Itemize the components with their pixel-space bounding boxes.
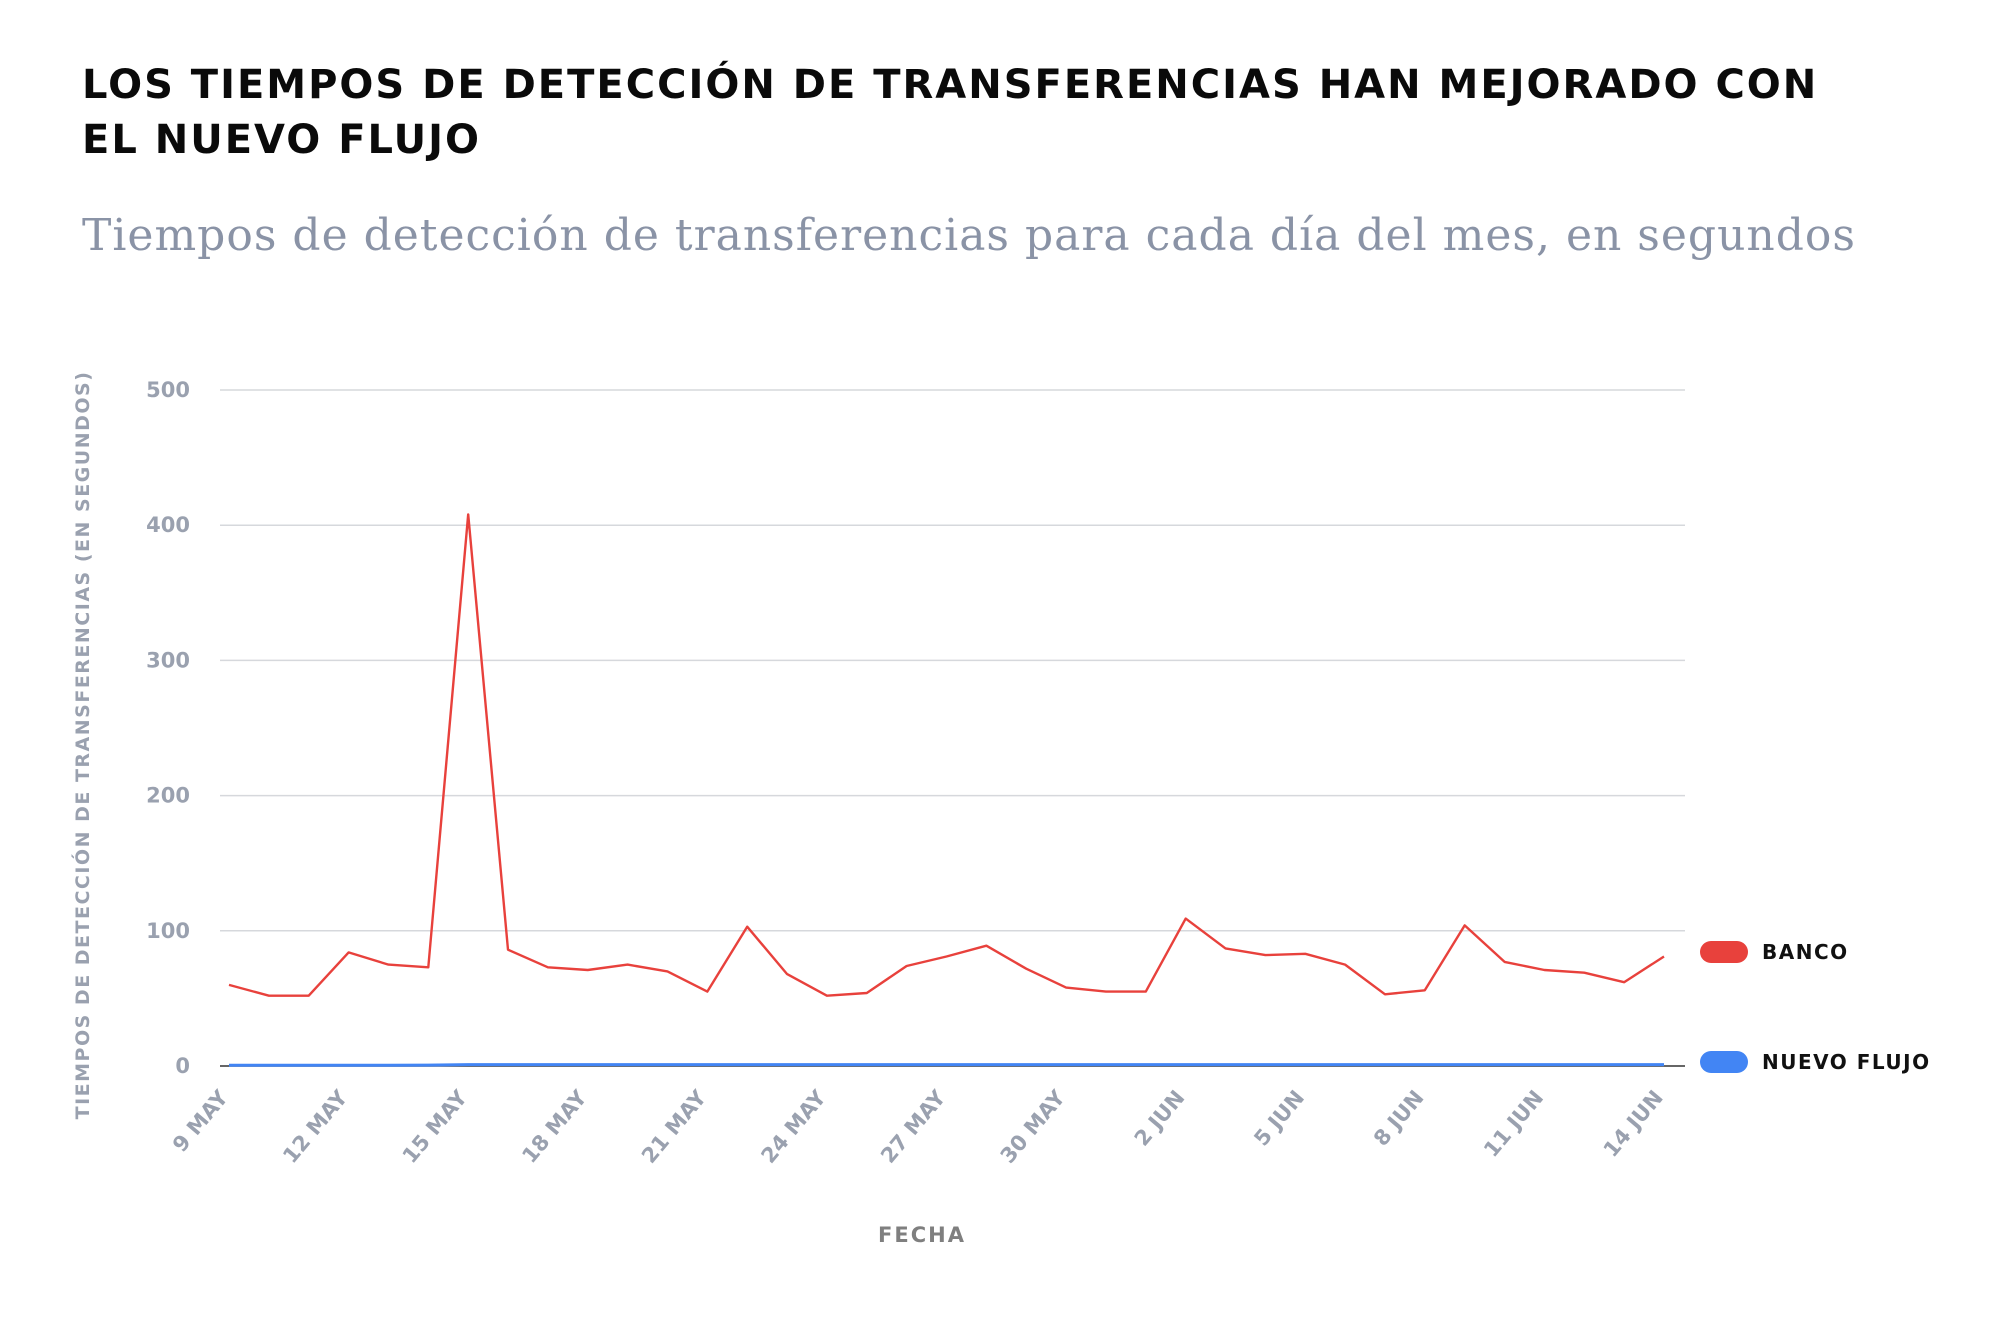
x-tick-label: 5 JUN [1249,1086,1309,1151]
x-tick-label: 15 MAY [398,1085,473,1168]
series-line-nuevo-flujo [229,1063,1664,1067]
x-tick-label: 12 MAY [278,1085,353,1168]
y-axis-title: TIEMPOS DE DETECCIÓN DE TRANSFERENCIAS (… [70,371,94,1120]
series-line-banco [228,513,1665,997]
x-tick-label: 21 MAY [637,1085,712,1168]
y-tick-label: 200 [146,784,190,808]
x-tick-label: 30 MAY [996,1085,1071,1168]
legend-label: NUEVO FLUJO [1762,1050,1931,1074]
y-tick-label: 300 [146,648,190,672]
x-tick-label: 9 MAY [168,1085,233,1156]
x-tick-label: 8 JUN [1369,1086,1429,1151]
legend-swatch [1700,941,1748,963]
x-tick-label: 11 JUN [1479,1086,1548,1162]
x-axis-ticks: 9 MAY 12 MAY 15 MAY 18 MAY 21 MAY 24 MAY 27 MA… [168,1085,1668,1168]
x-tick-label: 2 JUN [1130,1086,1190,1151]
legend-label: BANCO [1762,940,1849,964]
x-tick-label: 24 MAY [757,1085,832,1168]
x-tick-label: 18 MAY [517,1085,592,1168]
y-tick-label: 0 [175,1054,190,1078]
x-tick-label: 14 JUN [1599,1086,1668,1162]
x-tick-label: 27 MAY [876,1085,951,1168]
series-lines [228,513,1665,1067]
legend-swatch [1700,1051,1748,1073]
x-axis-title: FECHA [878,1223,966,1247]
chart-title: LOS TIEMPOS DE DETECCIÓN DE TRANSFERENCI… [82,62,1819,163]
gridlines [220,389,1685,1067]
y-tick-label: 100 [146,919,190,943]
y-tick-label: 400 [146,513,190,537]
y-axis-ticks: 0 100 200 300 400 500 [146,378,190,1078]
y-tick-label: 500 [146,378,190,402]
legend: BANCO NUEVO FLUJO [1700,940,1931,1074]
chart-subtitle: Tiempos de detección de transferencias p… [82,210,1857,261]
